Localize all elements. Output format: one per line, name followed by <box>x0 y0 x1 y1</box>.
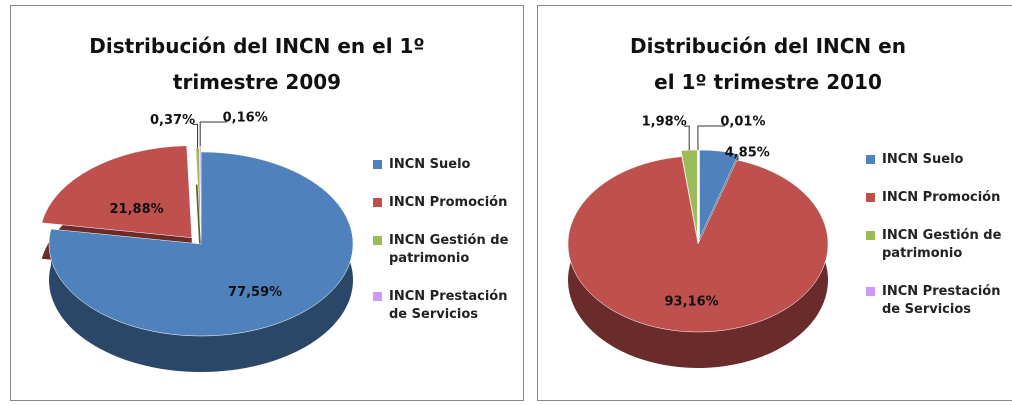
data-label: 0,16% <box>223 111 268 126</box>
slice <box>48 151 354 337</box>
leader-line <box>697 125 725 150</box>
chart-title: Distribución del INCN en el 1º trimestre… <box>89 34 425 94</box>
pie-plot: 4,85% 93,16% 1,98% 0,01% <box>567 115 829 368</box>
legend-item: INCN Gestión de patrimonio <box>866 227 1006 263</box>
chart: 4,85% 93,16% 1,98% 0,01% INCN Suelo INCN Prom… <box>537 5 1012 401</box>
legend-label: INCN Gestión de patrimonio <box>882 228 1002 261</box>
leader-line <box>684 125 690 151</box>
slice <box>199 145 202 239</box>
legend-swatch <box>866 193 875 202</box>
legend-swatch <box>373 236 382 245</box>
legend-swatch <box>866 231 875 240</box>
slice <box>567 156 829 333</box>
slice <box>699 149 739 239</box>
legend-item: INCN Promoción <box>373 194 513 212</box>
data-label: 4,85% <box>725 146 770 161</box>
legend: INCN Suelo INCN Promoción INCN Gestión de … <box>866 151 1006 339</box>
data-label: 0,01% <box>720 115 765 130</box>
legend-swatch <box>373 292 382 301</box>
pie-tops <box>567 149 829 333</box>
legend-label: INCN Gestión de patrimonio <box>389 233 509 266</box>
legend-item: INCN Suelo <box>866 151 1006 169</box>
legend-item: INCN Promoción <box>866 189 1006 207</box>
legend-item: INCN Suelo <box>373 156 513 174</box>
slice <box>41 145 193 238</box>
legend-item: INCN Prestación de Servicios <box>373 288 513 324</box>
chart-title: Distribución del INCN en el 1º trimestre… <box>630 34 906 94</box>
leader-line <box>192 123 199 149</box>
legend-item: INCN Gestión de patrimonio <box>373 232 513 268</box>
data-label: 1,98% <box>642 115 687 130</box>
legend-label: INCN Prestación de Servicios <box>882 284 1001 317</box>
legend-label: INCN Prestación de Servicios <box>389 289 508 322</box>
slice <box>680 149 698 239</box>
legend-swatch <box>373 160 382 169</box>
leader-line <box>199 121 228 147</box>
legend-label: INCN Promoción <box>389 195 508 210</box>
legend: INCN Suelo INCN Promoción INCN Gestión de … <box>373 156 513 344</box>
legend-label: INCN Promoción <box>882 190 1001 205</box>
data-label: 77,59% <box>228 285 282 300</box>
data-label: 93,16% <box>665 295 719 310</box>
data-label: 21,88% <box>110 202 164 217</box>
pie-plot: 77,59% 21,88% 0,37% 0,16% <box>41 111 354 373</box>
chart: 77,59% 21,88% 0,37% 0,16% INCN Suelo INCN Pro… <box>10 5 524 401</box>
pie-tops <box>41 145 354 337</box>
legend-swatch <box>866 155 875 164</box>
legend-swatch <box>866 287 875 296</box>
legend-label: INCN Suelo <box>882 152 964 167</box>
legend-item: INCN Prestación de Servicios <box>866 283 1006 319</box>
legend-swatch <box>373 198 382 207</box>
data-label: 0,37% <box>150 113 195 128</box>
legend-label: INCN Suelo <box>389 157 471 172</box>
